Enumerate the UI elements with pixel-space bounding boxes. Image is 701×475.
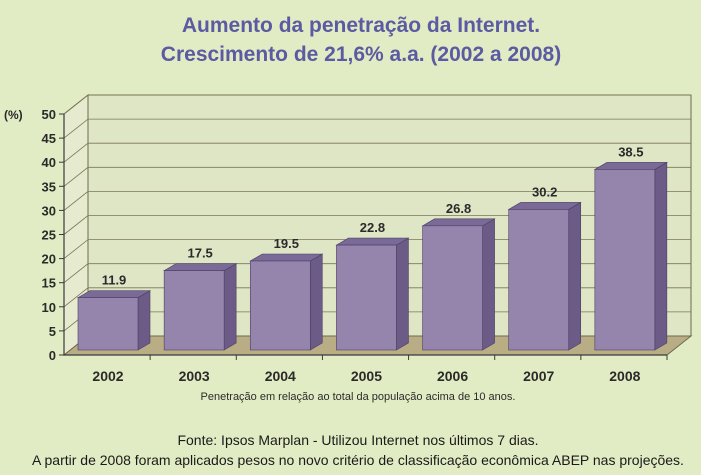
- bar-top: [507, 202, 582, 210]
- y-tick-label: 40: [42, 155, 56, 170]
- method-text: A partir de 2008 foram aplicados pesos n…: [32, 452, 684, 468]
- bar-side: [223, 263, 237, 351]
- gridline: [63, 94, 691, 115]
- y-tick-label: 5: [49, 324, 56, 339]
- bar-top: [76, 290, 152, 298]
- bar-front: [594, 169, 656, 351]
- bar-top: [593, 162, 668, 170]
- bar-side: [568, 201, 582, 351]
- chart-subtitle: Crescimento de 21,6% a.a. (2002 a 2008): [161, 43, 561, 66]
- x-tick-label: 2002: [92, 368, 123, 384]
- x-tick-label: 2008: [609, 368, 640, 384]
- bar-2005: 22.8: [335, 220, 410, 351]
- source-text: Fonte: Ipsos Marplan - Utilizou Internet…: [177, 432, 538, 448]
- data-label: 22.8: [360, 220, 385, 235]
- bar-front: [249, 260, 311, 351]
- bar-2002: 11.9: [76, 273, 152, 351]
- bar-side: [309, 253, 323, 351]
- y-tick-label: 25: [42, 228, 56, 243]
- bar-front: [163, 270, 225, 351]
- data-label: 38.5: [618, 144, 643, 159]
- bar-2008: 38.5: [593, 144, 668, 351]
- x-tick-label: 2006: [437, 368, 468, 384]
- bar-2006: 26.8: [421, 201, 496, 351]
- y-tick-label: 50: [42, 107, 56, 122]
- bar-side: [654, 161, 668, 351]
- y-tick-label: 35: [42, 179, 56, 194]
- y-axis-unit: (%): [4, 108, 23, 122]
- x-axis-ticks: 2002 2003 2004 2005 2006 2007 2008: [92, 355, 668, 384]
- bar-front: [422, 225, 483, 351]
- gridline: [63, 142, 691, 163]
- bar-front: [508, 209, 570, 351]
- data-label: 19.5: [274, 236, 299, 251]
- bar-2003: 17.5: [163, 246, 238, 351]
- y-tick-label: 45: [42, 131, 56, 146]
- y-tick-label: 0: [49, 348, 56, 363]
- gridline: [63, 118, 691, 139]
- y-tick-label: 20: [42, 252, 56, 267]
- gridline: [63, 215, 691, 235]
- bar-top: [335, 237, 410, 246]
- bar-front: [336, 244, 397, 351]
- bar-front: [77, 297, 139, 351]
- y-tick-label: 15: [42, 276, 56, 291]
- bar-side: [482, 218, 495, 351]
- bar-top: [421, 218, 496, 227]
- data-label: 17.5: [187, 246, 212, 261]
- bar-top: [249, 253, 324, 262]
- bars: 11.9 17.5 19.5 22.8 26.8 30.2 38.5: [76, 144, 668, 351]
- x-tick-label: 2003: [179, 368, 210, 384]
- x-tick-label: 2007: [523, 368, 554, 384]
- y-axis-ticks: 0 5 10 15 20 25 30 35 40 45 50: [42, 107, 64, 363]
- x-tick-label: 2004: [265, 368, 296, 384]
- bar-side: [396, 237, 409, 351]
- bar-side: [137, 290, 151, 351]
- bar-2004: 19.5: [249, 236, 324, 351]
- bar-2007: 30.2: [507, 184, 582, 351]
- chart-note: Penetração em relação ao total da popula…: [201, 391, 516, 403]
- y-tick-label: 10: [42, 300, 56, 315]
- chart-title: Aumento da penetração da Internet.: [182, 14, 540, 37]
- data-label: 11.9: [102, 273, 127, 288]
- x-tick-label: 2005: [351, 368, 382, 384]
- gridline: [63, 190, 691, 211]
- y-tick-label: 30: [42, 203, 56, 218]
- data-label: 26.8: [446, 201, 471, 216]
- data-label: 30.2: [532, 184, 557, 199]
- bar-top: [163, 263, 238, 271]
- gridline: [63, 166, 691, 187]
